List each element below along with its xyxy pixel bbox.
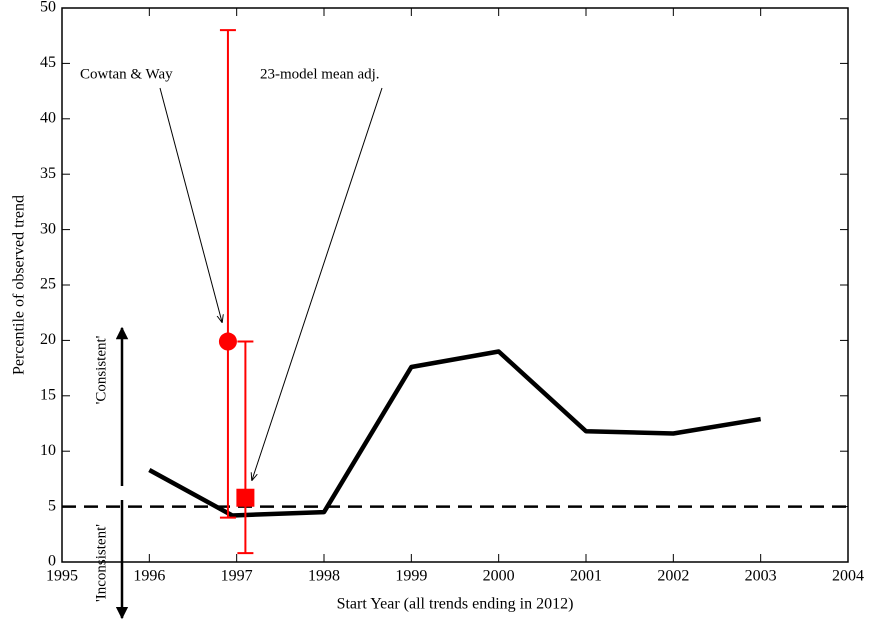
y-tick-label: 40 [40, 109, 56, 126]
x-tick-label: 1995 [46, 568, 78, 585]
x-tick-label: 2003 [745, 568, 777, 585]
x-tick-label: 2001 [570, 568, 602, 585]
y-tick-label: 20 [40, 331, 56, 348]
annotation: 'Inconsistent' [93, 524, 109, 602]
y-tick-label: 15 [40, 386, 56, 403]
x-tick-label: 1996 [133, 568, 165, 585]
point-marker [236, 488, 255, 507]
x-tick-label: 1997 [221, 568, 253, 585]
x-tick-label: 2002 [657, 568, 689, 585]
point-label: Cowtan & Way [80, 66, 173, 82]
annotation-arrow [159, 87, 222, 322]
annotation: 'Consistent' [93, 335, 109, 404]
annotation-arrow [252, 87, 383, 480]
x-tick-label: 1999 [395, 568, 427, 585]
y-tick-label: 45 [40, 54, 56, 71]
y-tick-label: 0 [48, 553, 56, 570]
y-tick-label: 5 [48, 497, 56, 514]
y-axis-label: Percentile of observed trend [11, 195, 28, 375]
y-tick-label: 30 [40, 220, 56, 237]
x-tick-label: 2004 [832, 568, 864, 585]
y-tick-label: 25 [40, 276, 56, 293]
y-tick-label: 10 [40, 442, 56, 459]
point-marker [218, 332, 237, 351]
point-label: 23-model mean adj. [260, 66, 380, 82]
x-tick-label: 2000 [483, 568, 515, 585]
y-tick-label: 35 [40, 165, 56, 182]
plot-frame [61, 7, 849, 563]
x-axis-label: Start Year (all trends ending in 2012) [337, 596, 574, 613]
y-tick-label: 50 [40, 0, 56, 16]
x-tick-label: 1998 [308, 568, 340, 585]
data-line [148, 349, 762, 518]
